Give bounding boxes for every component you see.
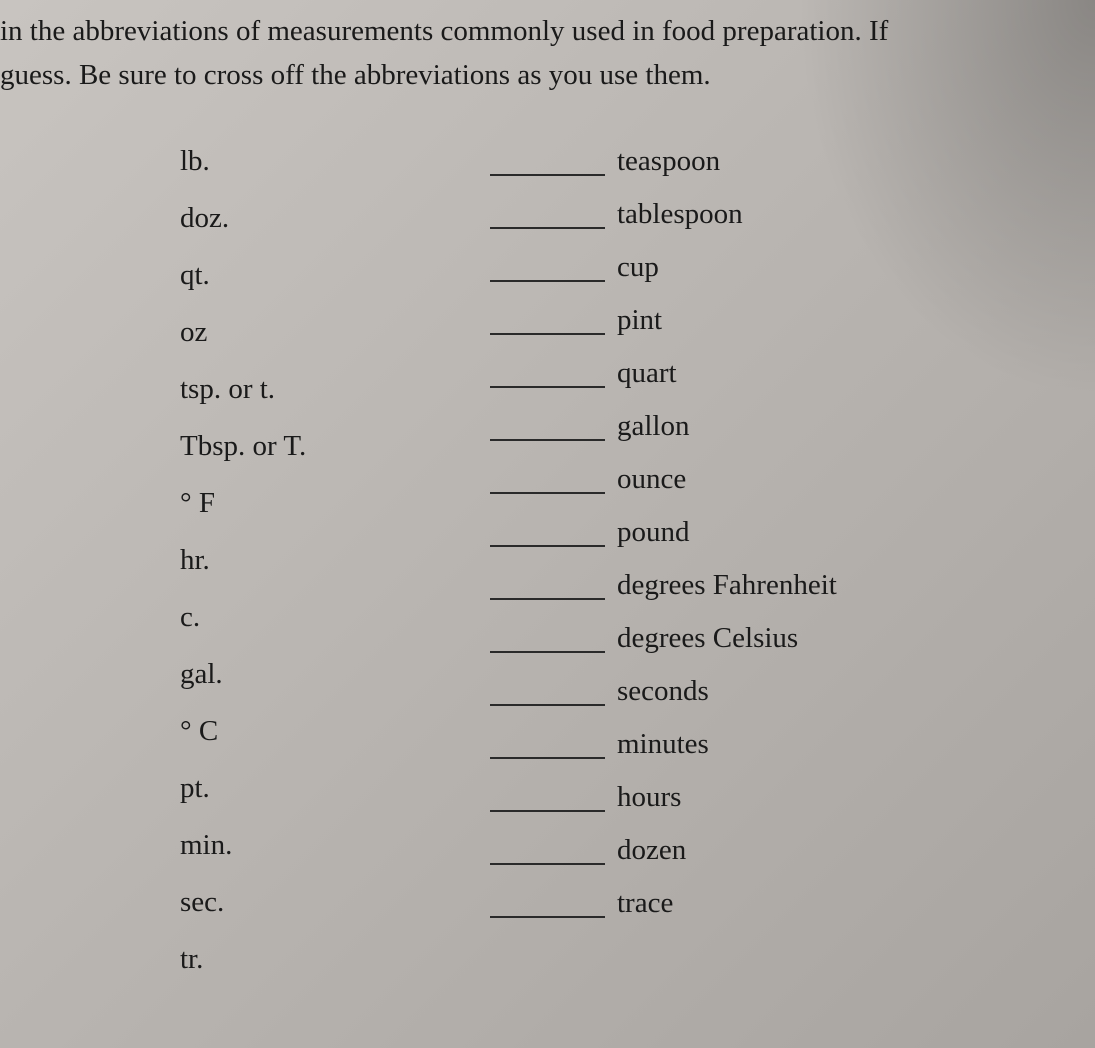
answer-blank[interactable] [490, 788, 605, 812]
instruction-line-1: in the abbreviations of measurements com… [0, 10, 1075, 54]
word-label: degrees Celsius [617, 624, 798, 653]
worksheet-page: in the abbreviations of measurements com… [0, 0, 1095, 1022]
word-label: trace [617, 889, 673, 918]
word-label: seconds [617, 677, 709, 706]
answer-blank[interactable] [490, 417, 605, 441]
abbrev-item: c. [180, 603, 490, 632]
word-row: pound [490, 518, 837, 547]
answer-blank[interactable] [490, 682, 605, 706]
abbreviations-column: lb. doz. qt. oz tsp. or t. Tbsp. or T. °… [180, 147, 490, 1002]
abbrev-item: min. [180, 831, 490, 860]
answer-blank[interactable] [490, 205, 605, 229]
word-label: quart [617, 359, 677, 388]
answer-blank[interactable] [490, 152, 605, 176]
answer-blank[interactable] [490, 629, 605, 653]
word-label: hours [617, 783, 681, 812]
word-label: dozen [617, 836, 686, 865]
abbrev-item: sec. [180, 888, 490, 917]
word-label: degrees Fahrenheit [617, 571, 837, 600]
abbrev-item: tr. [180, 945, 490, 974]
answer-blank[interactable] [490, 258, 605, 282]
instructions-text: in the abbreviations of measurements com… [0, 10, 1075, 97]
abbrev-item: hr. [180, 546, 490, 575]
word-label: cup [617, 253, 659, 282]
instruction-line-2: guess. Be sure to cross off the abbrevia… [0, 54, 1075, 98]
answer-blank[interactable] [490, 894, 605, 918]
word-row: degrees Celsius [490, 624, 837, 653]
word-row: dozen [490, 836, 837, 865]
word-row: seconds [490, 677, 837, 706]
answer-blank[interactable] [490, 576, 605, 600]
answer-blank[interactable] [490, 311, 605, 335]
word-row: degrees Fahrenheit [490, 571, 837, 600]
word-row: pint [490, 306, 837, 335]
word-label: minutes [617, 730, 709, 759]
worksheet-content: lb. doz. qt. oz tsp. or t. Tbsp. or T. °… [0, 147, 1075, 1002]
answer-blank[interactable] [490, 841, 605, 865]
answer-blank[interactable] [490, 364, 605, 388]
abbrev-item: lb. [180, 147, 490, 176]
abbrev-item: doz. [180, 204, 490, 233]
word-label: tablespoon [617, 200, 743, 229]
word-row: ounce [490, 465, 837, 494]
abbrev-item: ° F [180, 489, 490, 518]
word-label: pint [617, 306, 662, 335]
word-row: trace [490, 889, 837, 918]
words-column: teaspoon tablespoon cup pint quart gallo… [490, 147, 837, 1002]
word-row: cup [490, 253, 837, 282]
answer-blank[interactable] [490, 523, 605, 547]
word-label: teaspoon [617, 147, 720, 176]
abbrev-item: oz [180, 318, 490, 347]
word-row: teaspoon [490, 147, 837, 176]
answer-blank[interactable] [490, 470, 605, 494]
answer-blank[interactable] [490, 735, 605, 759]
word-row: hours [490, 783, 837, 812]
abbrev-item: qt. [180, 261, 490, 290]
word-row: tablespoon [490, 200, 837, 229]
abbrev-item: gal. [180, 660, 490, 689]
abbrev-item: Tbsp. or T. [180, 432, 490, 461]
word-row: quart [490, 359, 837, 388]
word-label: ounce [617, 465, 686, 494]
abbrev-item: ° C [180, 717, 490, 746]
abbrev-item: tsp. or t. [180, 375, 490, 404]
abbrev-item: pt. [180, 774, 490, 803]
word-label: gallon [617, 412, 690, 441]
word-row: minutes [490, 730, 837, 759]
word-label: pound [617, 518, 690, 547]
word-row: gallon [490, 412, 837, 441]
